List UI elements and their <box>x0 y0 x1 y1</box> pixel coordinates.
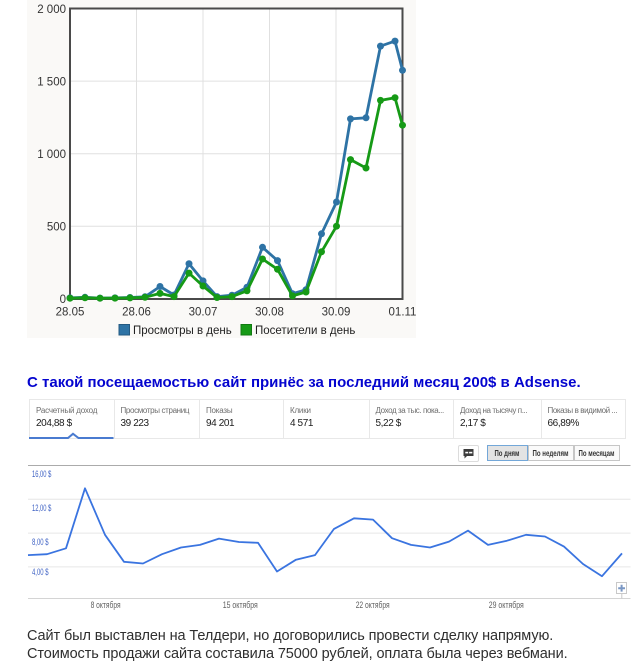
svg-text:По дням: По дням <box>495 448 520 458</box>
svg-text:29 октября: 29 октября <box>489 600 524 610</box>
svg-text:28.06: 28.06 <box>122 307 151 319</box>
svg-text:12,00 $: 12,00 $ <box>32 503 51 513</box>
svg-text:Просмотры в день: Просмотры в день <box>133 325 232 337</box>
svg-text:15 октября: 15 октября <box>223 600 258 610</box>
svg-text:30.09: 30.09 <box>322 307 351 319</box>
svg-text:4,00 $: 4,00 $ <box>32 567 49 577</box>
svg-text:0: 0 <box>60 294 66 306</box>
svg-text:По неделям: По неделям <box>533 448 569 458</box>
svg-text:30.07: 30.07 <box>189 307 218 319</box>
svg-text:16,00 $: 16,00 $ <box>32 469 51 479</box>
svg-text:8,00 $: 8,00 $ <box>32 537 49 547</box>
svg-text:30.08: 30.08 <box>255 307 284 319</box>
svg-text:28.05: 28.05 <box>56 307 85 319</box>
svg-text:Посетители в день: Посетители в день <box>255 325 355 337</box>
svg-text:2 000: 2 000 <box>37 4 66 16</box>
svg-text:1 000: 1 000 <box>37 149 66 161</box>
svg-text:8 октября: 8 октября <box>91 600 121 610</box>
svg-text:500: 500 <box>47 221 66 233</box>
svg-text:22 октября: 22 октября <box>356 600 390 610</box>
svg-text:01.11: 01.11 <box>389 307 417 319</box>
svg-text:По месяцам: По месяцам <box>579 448 615 458</box>
svg-text:1 500: 1 500 <box>37 76 66 88</box>
